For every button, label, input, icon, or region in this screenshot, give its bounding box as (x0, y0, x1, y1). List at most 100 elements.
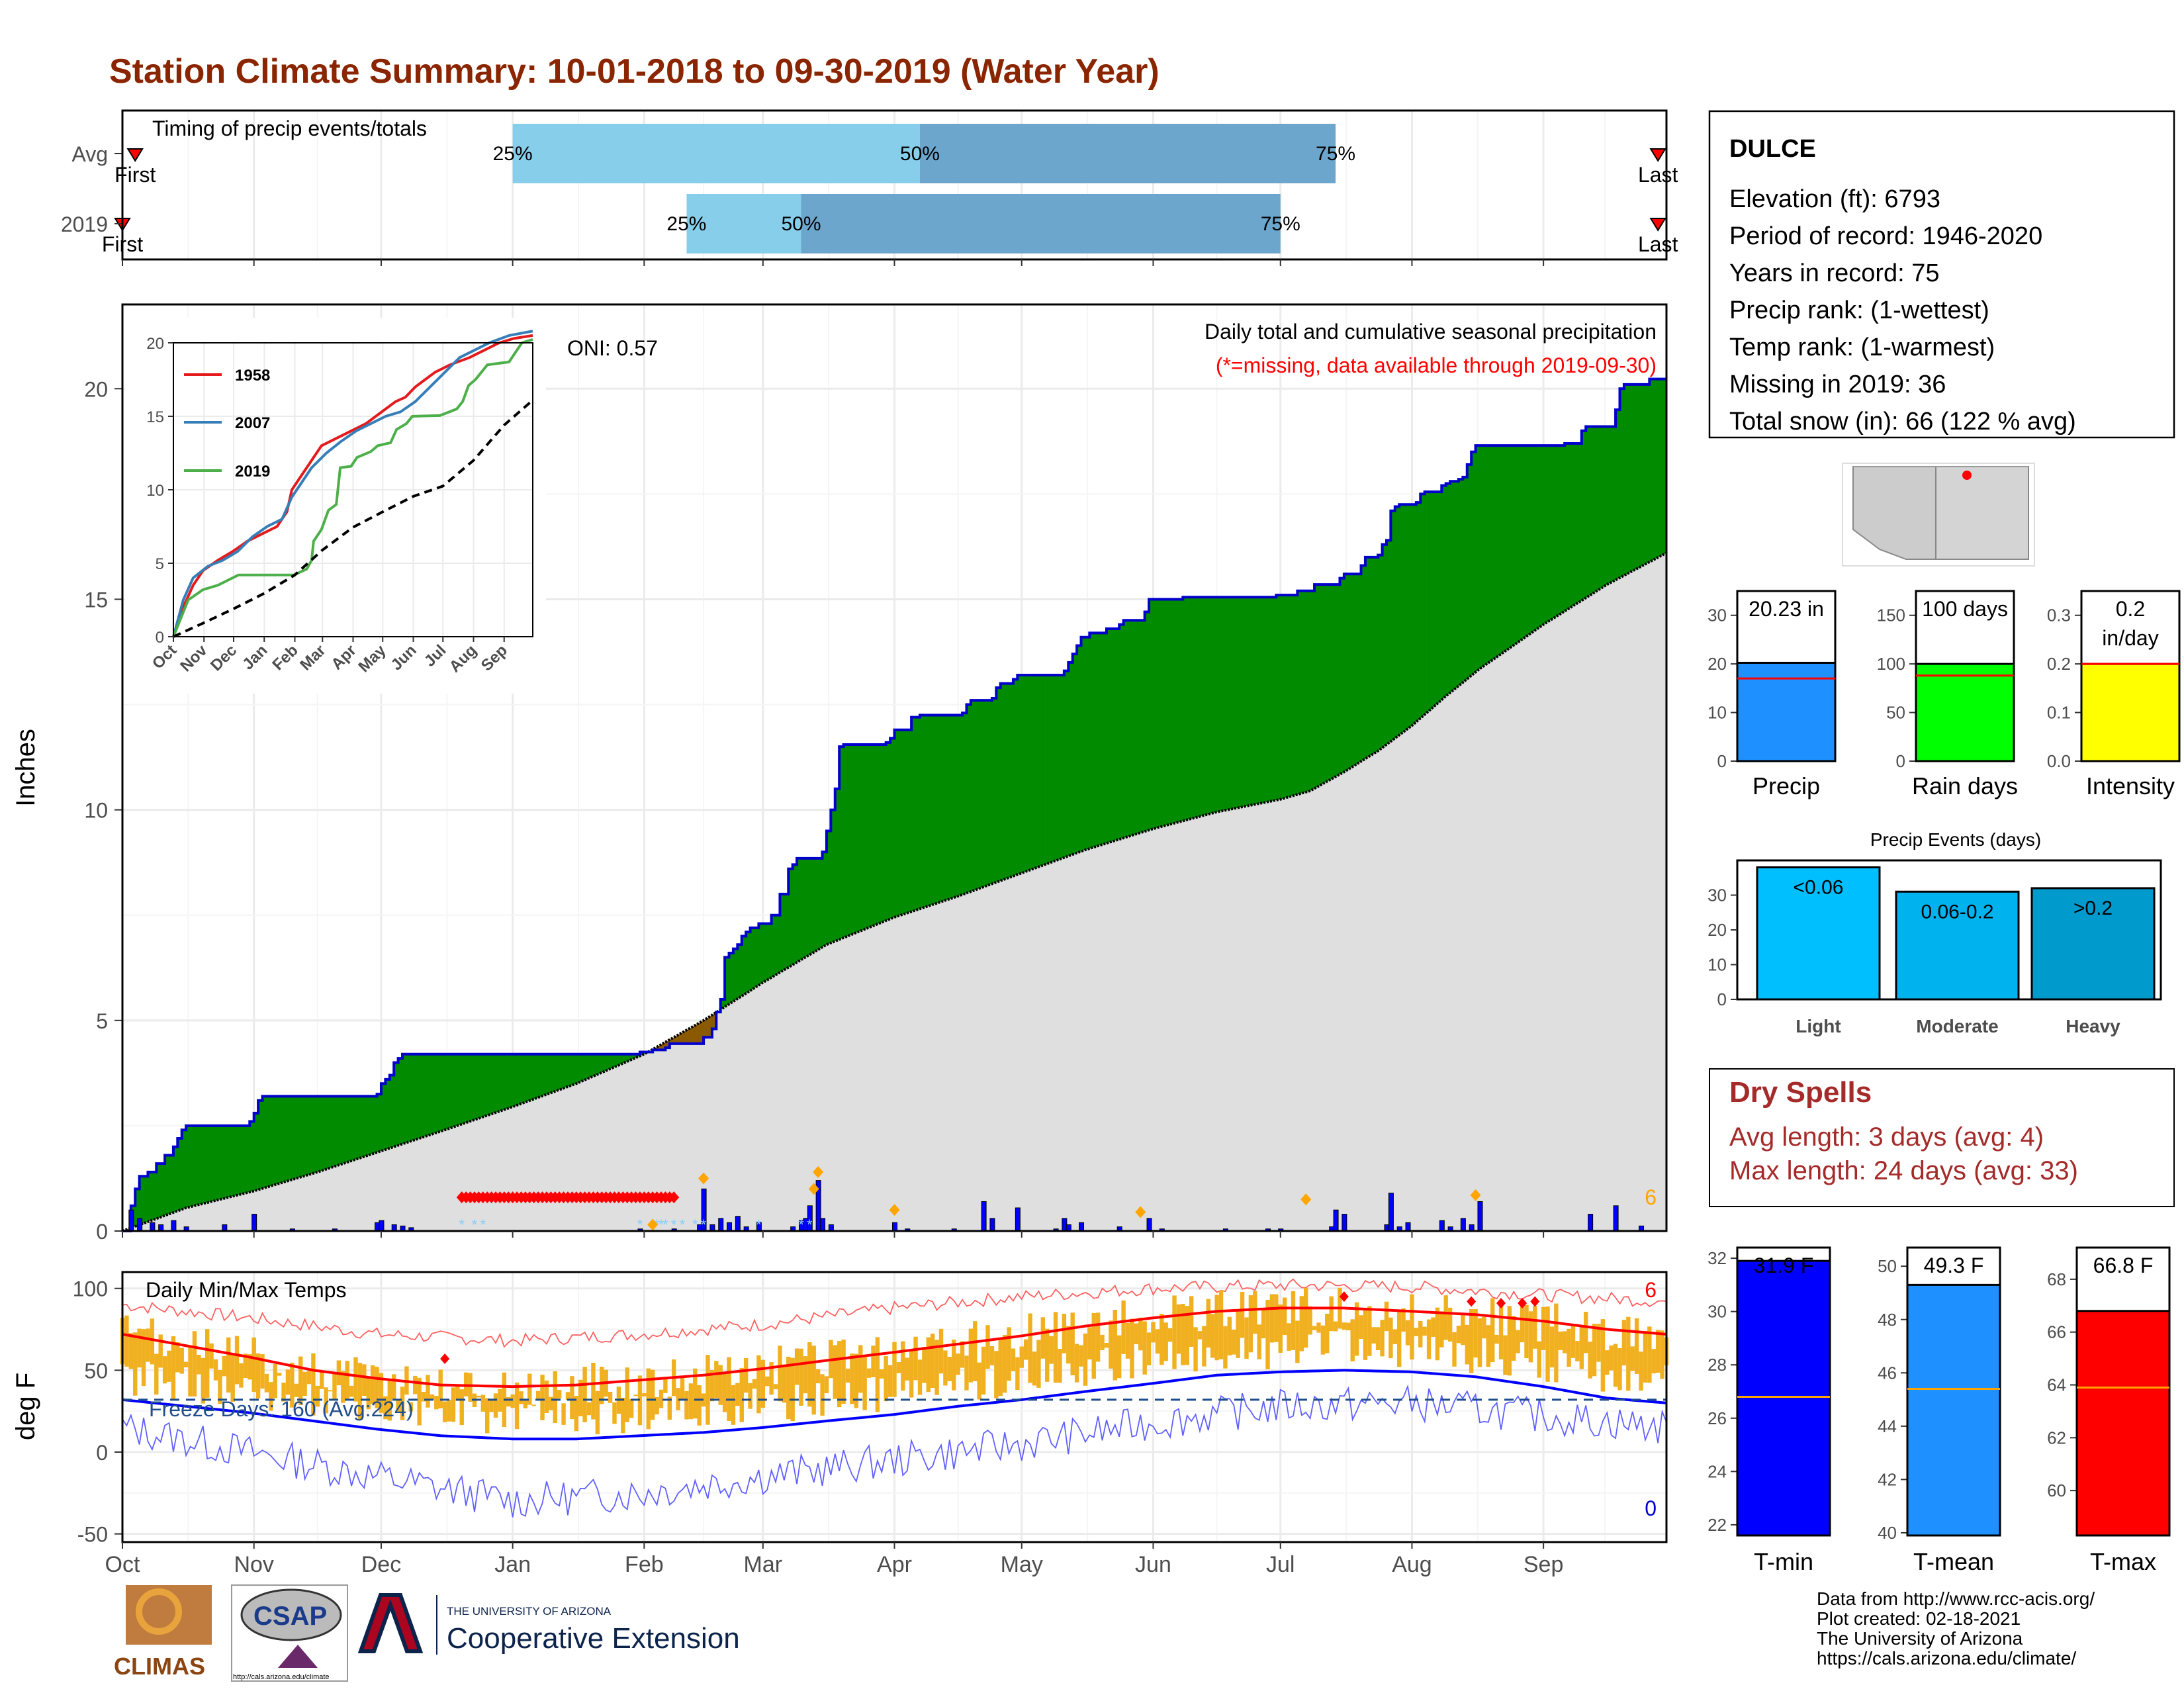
daily-temp-bar (264, 1373, 269, 1393)
daily-temp-bar (1431, 1317, 1435, 1337)
above-normal-segment (1093, 633, 1099, 848)
daily-temp-bar (1002, 1335, 1007, 1393)
daily-temp-bar (1554, 1303, 1559, 1383)
above-normal-segment (148, 1171, 153, 1222)
daily-temp-bar (1592, 1324, 1597, 1377)
above-normal-segment (958, 715, 963, 897)
station-line: Missing in 2019: 36 (1729, 371, 1946, 398)
daily-temp-bar (1380, 1320, 1385, 1357)
daily-precip-bar (981, 1201, 987, 1232)
above-normal-segment (987, 700, 993, 886)
above-normal-segment (1535, 445, 1540, 631)
daily-temp-bar (234, 1336, 240, 1385)
daily-precip-bar (1588, 1214, 1594, 1232)
daily-temp-bar (175, 1342, 180, 1373)
daily-temp-bar (1113, 1310, 1117, 1381)
record-temp-marker (1496, 1297, 1506, 1308)
above-normal-segment (1234, 597, 1239, 809)
above-normal-segment (1416, 502, 1421, 722)
daily-temp-bar (930, 1333, 935, 1388)
stat-y-tick-label: 0.1 (2047, 703, 2071, 723)
above-normal-segment (432, 1054, 437, 1134)
daily-temp-bar (850, 1353, 854, 1404)
x-tick-label: Jul (1266, 1552, 1295, 1577)
daily-temp-bar (133, 1332, 138, 1396)
daily-temp-bar (510, 1394, 515, 1408)
x-tick-label: Jan (494, 1552, 531, 1577)
above-normal-segment (262, 1096, 267, 1189)
above-normal-segment (767, 923, 772, 980)
daily-temp-bar (998, 1339, 1003, 1396)
precip-annotation-missing: (*=missing, data available through 2019-… (1216, 353, 1657, 377)
daily-temp-bar (1236, 1310, 1240, 1358)
above-normal-segment (1394, 506, 1400, 739)
daily-temp-bar (1494, 1334, 1499, 1344)
daily-precip-bar (1146, 1218, 1152, 1232)
above-normal-segment (199, 1125, 204, 1205)
missing-snow-marker: * (798, 1216, 804, 1233)
daily-temp-bar (1172, 1295, 1177, 1369)
above-normal-segment (873, 745, 878, 926)
daily-temp-bar (1291, 1291, 1296, 1350)
events-bar-label: >0.2 (2073, 897, 2113, 919)
stat-name-label: Intensity (2086, 772, 2175, 800)
daily-temp-bar (1015, 1357, 1020, 1391)
above-normal-segment (606, 1054, 611, 1071)
above-normal-segment (313, 1096, 318, 1173)
dry-spells-frame (1709, 1068, 2175, 1207)
stat-value-label: 100 days (1922, 597, 2008, 621)
above-normal-segment (1072, 654, 1077, 855)
above-normal-segment (949, 715, 954, 899)
station-line: Years in record: 75 (1729, 259, 1940, 287)
above-normal-segment (776, 915, 780, 976)
above-normal-segment (1623, 384, 1629, 576)
timing-row-label: 2019 (61, 212, 108, 236)
above-normal-segment (1128, 620, 1132, 837)
daily-temp-bar (1261, 1308, 1266, 1339)
events-category-label: Light (1796, 1016, 1841, 1036)
daily-temp-bar (1621, 1320, 1627, 1366)
above-normal-segment (1412, 504, 1417, 726)
daily-temp-bar (968, 1328, 974, 1383)
daily-temp-bar (1567, 1328, 1571, 1367)
daily-precip-bar (1405, 1222, 1411, 1232)
above-normal-segment (1378, 555, 1383, 751)
daily-temp-bar (1524, 1304, 1529, 1359)
stat-value-label: 66.8 F (2093, 1254, 2154, 1277)
inset-series-2019 (172, 338, 533, 637)
record-temp-marker (1530, 1296, 1540, 1307)
daily-temp-bar (871, 1346, 876, 1377)
above-normal-segment (1310, 590, 1315, 791)
daily-temp-bar (1045, 1328, 1050, 1382)
above-normal-segment (1514, 445, 1519, 645)
daily-temp-bar (1066, 1326, 1071, 1364)
daily-temp-bar (799, 1348, 803, 1406)
above-normal-segment (326, 1096, 331, 1169)
above-normal-segment (1216, 597, 1222, 812)
daily-temp-bar (938, 1328, 944, 1374)
above-normal-segment (1357, 574, 1362, 764)
daily-temp-bar (1282, 1297, 1287, 1336)
above-normal-segment (860, 745, 866, 931)
y-tick-label: 15 (84, 588, 108, 612)
missing-snow-marker: * (659, 1216, 664, 1233)
timing-label: Timing of precip events/totals (152, 116, 427, 140)
stat-bar-t-min (1736, 1259, 1831, 1537)
stat-name-label: T-max (2090, 1548, 2156, 1575)
daily-temp-bar (1274, 1294, 1279, 1342)
above-normal-segment (996, 688, 1001, 883)
csap-logo-text: CSAP (253, 1602, 327, 1631)
above-normal-segment (402, 1054, 407, 1144)
above-normal-segment (1352, 574, 1357, 767)
daily-temp-bar (1584, 1312, 1588, 1353)
station-name: DULCE (1729, 135, 1816, 163)
daily-temp-bar (345, 1361, 349, 1400)
page-title: Station Climate Summary: 10-01-2018 to 0… (109, 52, 1160, 91)
timing-bar-25-50 (686, 194, 801, 253)
daily-temp-bar (1109, 1320, 1113, 1369)
daily-temp-bar (722, 1373, 727, 1412)
above-normal-segment (398, 1058, 403, 1146)
daily-temp-bar (1104, 1343, 1109, 1348)
above-normal-segment (334, 1096, 340, 1167)
